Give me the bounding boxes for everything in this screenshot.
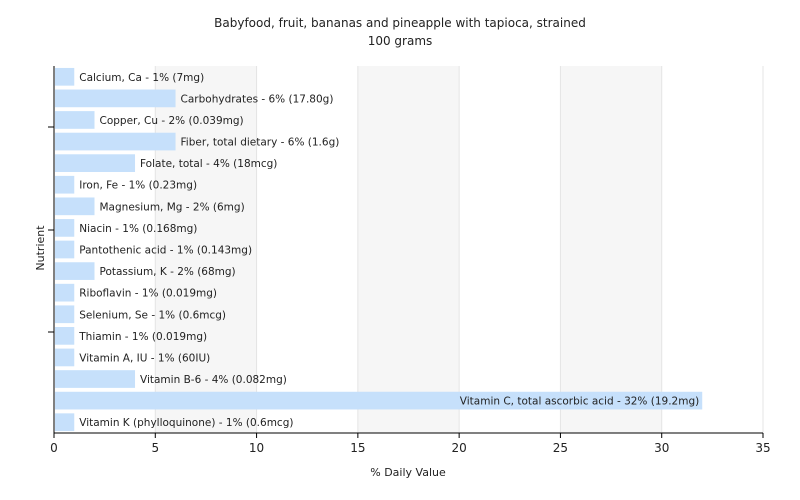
bar [55, 283, 75, 302]
bar [55, 348, 75, 367]
bar [55, 111, 95, 129]
bar-label: Calcium, Ca - 1% (7mg) [79, 72, 204, 84]
bar [55, 67, 75, 86]
bar [55, 262, 95, 280]
bar [55, 391, 703, 410]
bar-label: Magnesium, Mg - 2% (6mg) [100, 201, 245, 213]
bar-label: Folate, total - 4% (18mcg) [140, 158, 277, 170]
x-tick-label: 0 [50, 441, 58, 455]
bar-label: Vitamin C, total ascorbic acid - 32% (19… [460, 396, 699, 408]
x-tick-label: 15 [350, 441, 365, 455]
bar-label: Vitamin K (phylloquinone) - 1% (0.6mcg) [79, 417, 293, 429]
bar [55, 154, 136, 172]
x-tick-label: 10 [249, 441, 264, 455]
bar-label: Riboflavin - 1% (0.019mg) [79, 288, 217, 300]
bar [55, 370, 136, 388]
bar [55, 175, 75, 194]
grid-band [560, 66, 662, 433]
bar [55, 305, 75, 324]
bar-label: Niacin - 1% (0.168mg) [79, 223, 197, 235]
y-axis-label: Nutrient [34, 225, 47, 271]
grid-band [357, 66, 460, 433]
bar-label: Vitamin A, IU - 1% (60IU) [79, 352, 210, 364]
x-tick-label: 20 [452, 441, 467, 455]
x-tick-label: 30 [654, 441, 669, 455]
bar [55, 413, 75, 432]
x-tick-label: 35 [755, 441, 770, 455]
axes: 0 5 10 15 20 25 30 35 [48, 66, 771, 455]
x-tick-label: 25 [553, 441, 568, 455]
bar-label: Pantothenic acid - 1% (0.143mg) [79, 245, 252, 257]
bars: Calcium, Ca - 1% (7mg) Carbohydrates - 6%… [55, 67, 703, 432]
bar-label: Selenium, Se - 1% (0.6mcg) [79, 309, 226, 321]
bar-label: Vitamin B-6 - 4% (0.082mg) [140, 374, 287, 386]
bar [55, 197, 95, 216]
bar [55, 132, 176, 151]
bar-label: Copper, Cu - 2% (0.039mg) [100, 115, 244, 127]
grid-band [155, 66, 257, 433]
bar-label: Thiamin - 1% (0.019mg) [78, 331, 207, 343]
bar [55, 219, 75, 237]
chart-subtitle: 100 grams [368, 34, 433, 48]
bar-label: Carbohydrates - 6% (17.80g) [181, 93, 334, 105]
x-tick-label: 5 [151, 441, 159, 455]
bar-label: Iron, Fe - 1% (0.23mg) [79, 180, 197, 192]
bar-label: Fiber, total dietary - 6% (1.6g) [181, 137, 340, 149]
x-axis-label: % Daily Value [370, 466, 446, 479]
bar [55, 327, 75, 345]
bar [55, 89, 176, 108]
bar [55, 240, 75, 259]
bar-label: Potassium, K - 2% (68mg) [100, 266, 236, 278]
chart-title: Babyfood, fruit, bananas and pineapple w… [214, 16, 586, 30]
